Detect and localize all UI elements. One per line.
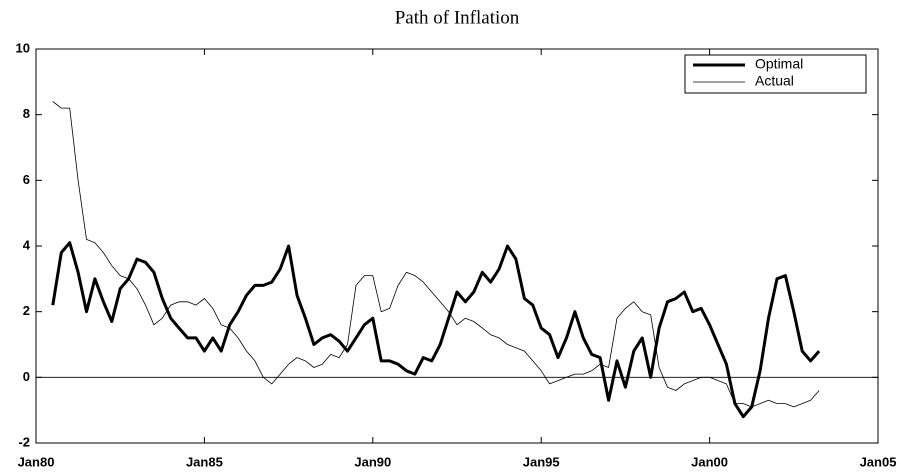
x-tick-label: Jan80 — [18, 454, 55, 469]
y-tick-label: -2 — [18, 434, 30, 449]
y-tick-label: 0 — [23, 369, 30, 384]
series-line — [52, 101, 820, 408]
y-tick-label: 6 — [23, 172, 30, 187]
series-line — [51, 241, 821, 419]
y-tick-label: 4 — [23, 237, 31, 252]
x-tick-label: Jan05 — [860, 454, 897, 469]
y-tick-label: 10 — [16, 40, 30, 55]
legend-label: Actual — [755, 73, 794, 89]
x-tick-label: Jan00 — [691, 454, 728, 469]
chart-title: Path of Inflation — [395, 7, 520, 28]
x-tick-label: Jan95 — [523, 454, 560, 469]
plot-frame — [35, 48, 879, 444]
x-tick-label: Jan90 — [354, 454, 391, 469]
x-tick-label: Jan85 — [186, 454, 223, 469]
legend-label: Optimal — [755, 56, 803, 72]
y-tick-label: 2 — [23, 303, 30, 318]
y-tick-label: 8 — [23, 106, 30, 121]
legend-box — [684, 54, 867, 94]
